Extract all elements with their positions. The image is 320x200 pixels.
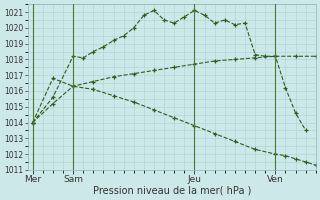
X-axis label: Pression niveau de la mer( hPa ): Pression niveau de la mer( hPa )	[92, 186, 251, 196]
